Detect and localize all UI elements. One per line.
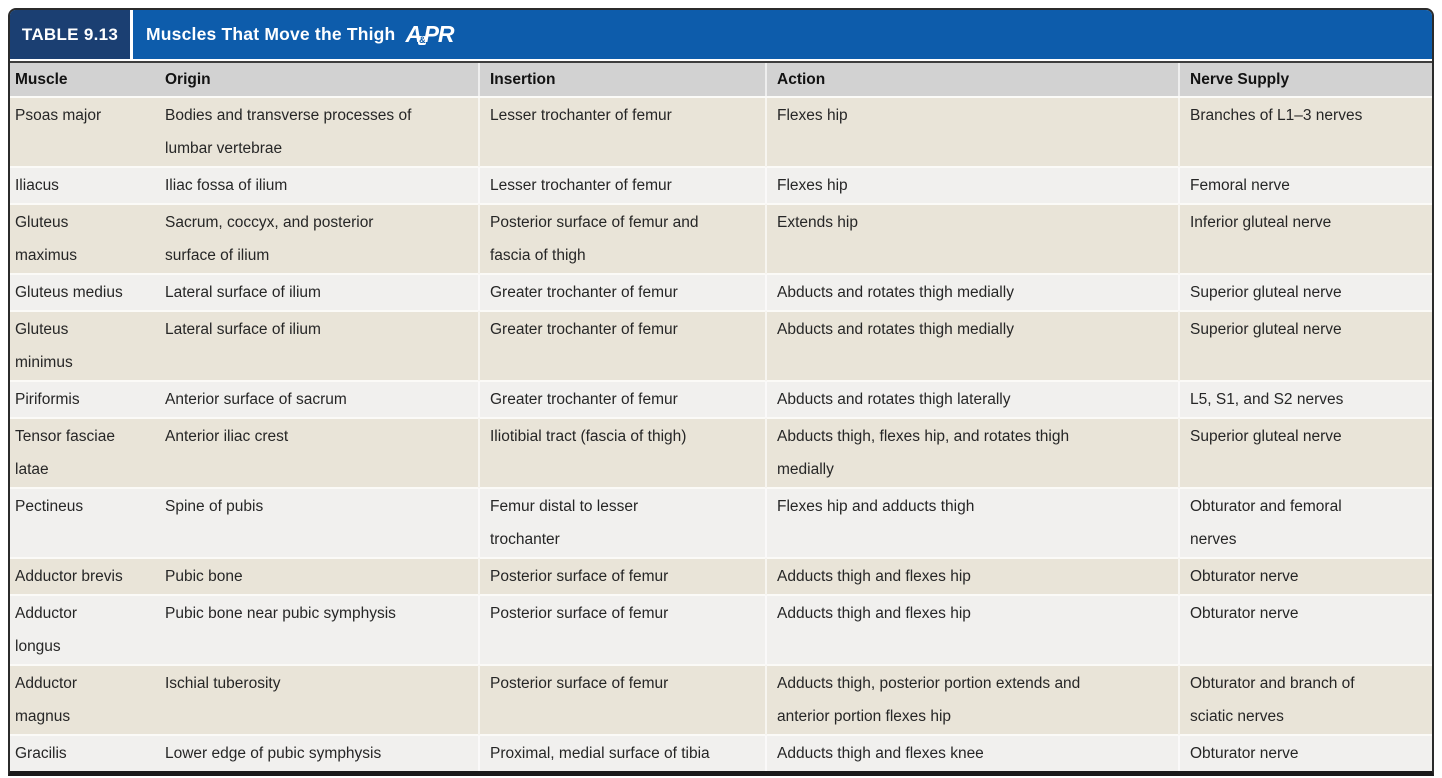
cell-nerve: Superior gluteal nerve (1178, 310, 1432, 381)
column-header-insertion: Insertion (478, 61, 766, 98)
table-row: Gluteus maximus Sacrum, coccyx, and poste… (10, 203, 1432, 274)
cell-nerve: Obturator nerve (1178, 734, 1432, 771)
title-divider (10, 59, 1432, 61)
cell-action: Adducts thigh and flexes hip (765, 557, 1179, 595)
cell-nerve: Superior gluteal nerve (1178, 273, 1432, 311)
cell-origin: Lateral surface of ilium (155, 273, 479, 311)
table-row: Pectineus Spine of pubis Femur distal to l… (10, 487, 1432, 558)
cell-insertion: Lesser trochanter of femur (478, 166, 766, 204)
apr-logo[interactable]: A & PR (405, 21, 455, 48)
cell-muscle: Piriformis (10, 380, 155, 418)
cell-nerve: Obturator and branch of sciatic nerves (1178, 664, 1432, 735)
cell-insertion: Posterior surface of femur (478, 594, 766, 665)
cell-muscle: Adductor magnus (10, 664, 155, 735)
column-header-nerve-supply: Nerve Supply (1178, 61, 1432, 98)
cell-origin: Bodies and transverse processes of lumba… (155, 97, 479, 167)
cell-nerve: Inferior gluteal nerve (1178, 203, 1432, 274)
cell-muscle: Adductor longus (10, 594, 155, 665)
apr-logo-letter-a: A (405, 21, 422, 47)
cell-action: Abducts thigh, flexes hip, and rotates t… (765, 417, 1179, 488)
cell-action: Abducts and rotates thigh medially (765, 273, 1179, 311)
cell-action: Extends hip (765, 203, 1179, 274)
cell-insertion: Lesser trochanter of femur (478, 97, 766, 167)
table-row: Tensor fasciae latae Anterior iliac crest… (10, 417, 1432, 488)
cell-nerve: Obturator nerve (1178, 557, 1432, 595)
cell-action: Adducts thigh and flexes hip (765, 594, 1179, 665)
cell-insertion: Posterior surface of femur (478, 664, 766, 735)
cell-action: Flexes hip (765, 166, 1179, 204)
cell-origin: Spine of pubis (155, 487, 479, 558)
cell-origin: Iliac fossa of ilium (155, 166, 479, 204)
header-row: Muscle Origin Insertion Action Nerve Sup… (10, 61, 1432, 98)
cell-nerve: Obturator nerve (1178, 594, 1432, 665)
table-row: Gracilis Lower edge of pubic symphysis Pro… (10, 734, 1432, 771)
cell-insertion: Greater trochanter of femur (478, 380, 766, 418)
table-row: Adductor brevis Pubic bone Posterior surfa… (10, 557, 1432, 595)
cell-muscle: Adductor brevis (10, 557, 155, 595)
cell-action: Adducts thigh and flexes knee (765, 734, 1179, 771)
column-header-origin: Origin (155, 61, 479, 98)
cell-origin: Anterior surface of sacrum (155, 380, 479, 418)
cell-insertion: Greater trochanter of femur (478, 273, 766, 311)
cell-origin: Ischial tuberosity (155, 664, 479, 735)
cell-nerve: L5, S1, and S2 nerves (1178, 380, 1432, 418)
cell-insertion: Greater trochanter of femur (478, 310, 766, 381)
cell-action: Abducts and rotates thigh laterally (765, 380, 1179, 418)
column-header-action: Action (765, 61, 1179, 98)
table-title: Muscles That Move the Thigh (146, 24, 396, 44)
table-row: Piriformis Anterior surface of sacrum Grea… (10, 380, 1432, 418)
cell-insertion: Femur distal to lesser trochanter (478, 487, 766, 558)
table-row: Adductor magnus Ischial tuberosity Posteri… (10, 664, 1432, 735)
cell-insertion: Iliotibial tract (fascia of thigh) (478, 417, 766, 488)
apr-logo-letters-pr: PR (423, 21, 455, 47)
cell-muscle: Gluteus maximus (10, 203, 155, 274)
cell-nerve: Femoral nerve (1178, 166, 1432, 204)
cell-action: Adducts thigh, posterior portion extends… (765, 664, 1179, 735)
muscles-table: Muscle Origin Insertion Action Nerve Sup… (10, 61, 1432, 771)
cell-muscle: Gluteus medius (10, 273, 155, 311)
cell-insertion: Proximal, medial surface of tibia (478, 734, 766, 771)
cell-muscle: Gracilis (10, 734, 155, 771)
cell-action: Abducts and rotates thigh medially (765, 310, 1179, 381)
cell-insertion: Posterior surface of femur and fascia of… (478, 203, 766, 274)
table-row: Psoas major Bodies and transverse process… (10, 97, 1432, 167)
cell-origin: Pubic bone (155, 557, 479, 595)
cell-action: Flexes hip and adducts thigh (765, 487, 1179, 558)
cell-muscle: Iliacus (10, 166, 155, 204)
table-number-label: TABLE 9.13 (10, 10, 133, 59)
cell-origin: Sacrum, coccyx, and posterior surface of… (155, 203, 479, 274)
cell-muscle: Tensor fasciae latae (10, 417, 155, 488)
cell-nerve: Branches of L1–3 nerves (1178, 97, 1432, 167)
cell-origin: Lower edge of pubic symphysis (155, 734, 479, 771)
cell-nerve: Obturator and femoral nerves (1178, 487, 1432, 558)
table-title-bar: TABLE 9.13 Muscles That Move the Thigh A… (10, 10, 1432, 59)
cell-origin: Lateral surface of ilium (155, 310, 479, 381)
table-row: Adductor longus Pubic bone near pubic sym… (10, 594, 1432, 665)
cell-nerve: Superior gluteal nerve (1178, 417, 1432, 488)
table-row: Gluteus minimus Lateral surface of ilium G… (10, 310, 1432, 381)
table-row: Iliacus Iliac fossa of ilium Lesser trocha… (10, 166, 1432, 204)
cell-muscle: Psoas major (10, 97, 155, 167)
cell-action: Flexes hip (765, 97, 1179, 167)
ampersand-glyph: & (418, 35, 426, 45)
cell-muscle: Pectineus (10, 487, 155, 558)
anatomy-table: TABLE 9.13 Muscles That Move the Thigh A… (8, 8, 1434, 776)
cell-insertion: Posterior surface of femur (478, 557, 766, 595)
cell-origin: Anterior iliac crest (155, 417, 479, 488)
table-row: Gluteus medius Lateral surface of ilium Gr… (10, 273, 1432, 311)
column-header-muscle: Muscle (10, 61, 155, 98)
cell-origin: Pubic bone near pubic symphysis (155, 594, 479, 665)
cell-muscle: Gluteus minimus (10, 310, 155, 381)
